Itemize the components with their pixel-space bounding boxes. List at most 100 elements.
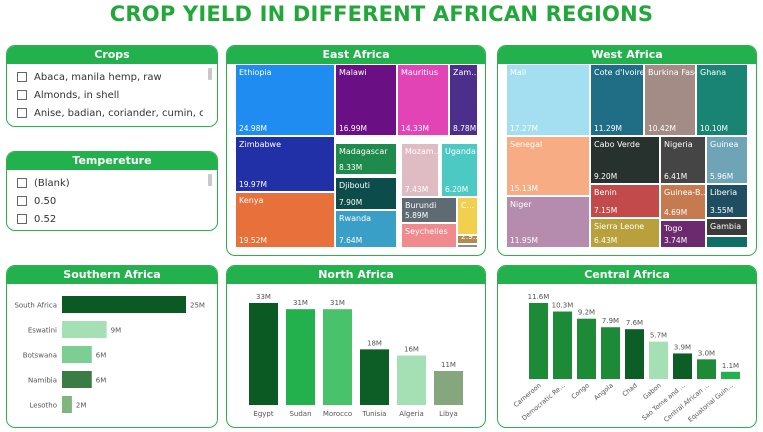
slicer-option[interactable]: Abaca, manila hemp, raw [17, 68, 203, 86]
central-africa-title: Central Africa [498, 266, 756, 284]
treemap-cell[interactable]: Ghana 10.10M [696, 64, 748, 136]
treemap-cell[interactable]: Benin 7.15M [590, 184, 660, 218]
treemap-cell[interactable]: Mali 17.27M [506, 64, 590, 136]
treemap-cell[interactable]: Malawi 16.99M [335, 64, 397, 136]
treemap-cell[interactable]: Zam... 8.78M [449, 64, 478, 136]
slicer-option-label: Abaca, manila hemp, raw [34, 71, 162, 83]
bar-category-label: Chad [621, 381, 639, 398]
treemap-cell[interactable]: Mozam... 7.43M [401, 143, 439, 197]
bar-category-label: Tunisia [362, 410, 387, 418]
slicer-option[interactable]: 0.52 [17, 210, 203, 228]
treemap-cell[interactable] [706, 236, 748, 248]
bar-value-label: 5.7M [650, 332, 667, 340]
slicer-option[interactable]: 0.50 [17, 192, 203, 210]
treemap-cell[interactable]: Liberia 3.55M [706, 184, 748, 218]
treemap-cell[interactable]: Cote d'Ivoire 11.29M [590, 64, 644, 136]
treemap-cell[interactable]: Djibouti 7.90M [335, 177, 397, 210]
temperature-slicer-title: Tempereture [7, 152, 217, 170]
treemap-cell[interactable]: C... [457, 197, 478, 235]
treemap-cell[interactable] [457, 244, 478, 248]
treemap-cell-value: 19.52M [239, 236, 267, 245]
treemap-cell[interactable]: Ethiopia 24.98M [235, 64, 335, 136]
bar [529, 303, 548, 379]
treemap-cell[interactable]: Senegal 15.13M [506, 136, 590, 196]
treemap-cell-label: Djibouti [339, 181, 371, 190]
bar-value-label: 11M [441, 361, 456, 369]
treemap-cell-value: 8.33M [339, 163, 363, 172]
treemap-cell[interactable]: Guinea 5.96M [706, 136, 748, 184]
checkbox[interactable] [17, 214, 27, 224]
treemap-cell[interactable]: Burundi 5.89M [401, 197, 457, 223]
treemap-cell[interactable]: Nigeria 6.41M [660, 136, 706, 184]
bar-category-label: Morocco [323, 410, 352, 418]
treemap-cell[interactable]: Togo 3.74M [660, 220, 706, 248]
crops-scrollbar[interactable] [208, 68, 212, 80]
bar-category-label: Egypt [253, 410, 273, 418]
bar-category-label: South Africa [14, 302, 57, 310]
slicer-option-label: Almonds, in shell [34, 89, 120, 101]
bar-value-label: 31M [293, 299, 308, 307]
bar-category-label: Namibia [28, 377, 57, 385]
treemap-cell-label: Uganda [445, 147, 476, 156]
treemap-cell-label: Burkina Faso [648, 68, 696, 77]
north-africa-card: North Africa 33M Egypt 31M Sudan 31M Morocco 1… [226, 265, 486, 428]
treemap-cell-value: 8.78M [453, 124, 477, 133]
treemap-cell-value: 15.13M [510, 184, 538, 193]
treemap-cell-label: Malawi [339, 68, 367, 77]
bar-category-label: Libya [439, 410, 458, 418]
bar-value-label: 3.0M [698, 349, 715, 357]
treemap-cell[interactable]: Guinea-B... 4.69M [660, 184, 706, 220]
treemap-cell[interactable]: Uganda 6.20M [441, 143, 478, 197]
treemap-cell-value: 7.43M [405, 185, 429, 194]
bar-value-label: 31M [330, 299, 345, 307]
west-africa-title: West Africa [498, 46, 756, 64]
treemap-cell[interactable]: Niger 11.95M [506, 196, 590, 248]
bar [625, 329, 644, 379]
checkbox[interactable] [17, 108, 27, 118]
temperature-scrollbar[interactable] [208, 174, 212, 186]
checkbox[interactable] [17, 90, 27, 100]
bar-value-label: 1.1M [722, 362, 739, 370]
temperature-list: (Blank) 0.50 0.52 [17, 174, 203, 228]
bar-value-label: 10.3M [552, 302, 574, 310]
treemap-cell-value: 7.64M [339, 236, 363, 245]
bar [286, 309, 315, 405]
treemap-cell-label: Seychelles [405, 227, 448, 236]
bar [673, 353, 692, 379]
treemap-cell[interactable]: 2.9... [457, 235, 478, 244]
slicer-option[interactable]: Almonds, in shell [17, 86, 203, 104]
slicer-option[interactable]: (Blank) [17, 174, 203, 192]
treemap-cell[interactable]: Seychelles [401, 223, 457, 248]
crops-slicer: Crops Abaca, manila hemp, raw Almonds, in… [6, 45, 218, 127]
bar [397, 355, 426, 405]
treemap-cell[interactable]: Mauritius 14.33M [397, 64, 449, 136]
checkbox[interactable] [17, 178, 27, 188]
treemap-cell-value: 5.89M [405, 211, 429, 220]
slicer-option[interactable]: Anise, badian, coriander, cumin, caraway… [17, 104, 203, 122]
treemap-cell[interactable]: Gambia [706, 218, 748, 236]
treemap-cell-value: 11.95M [510, 236, 538, 245]
treemap-cell-label: Nigeria [664, 140, 693, 149]
treemap-cell[interactable]: Rwanda 7.64M [335, 210, 397, 248]
treemap-cell[interactable]: Zimbabwe 19.97M [235, 136, 335, 192]
treemap-cell-label: Togo [664, 224, 683, 233]
treemap-cell[interactable]: Burkina Faso 10.42M [644, 64, 696, 136]
bar-value-label: 3.9M [674, 343, 691, 351]
treemap-cell[interactable]: Sierra Leone 6.43M [590, 218, 660, 248]
treemap-cell[interactable]: Madagascar 8.33M [335, 143, 397, 175]
treemap-cell[interactable]: Kenya 19.52M [235, 192, 335, 248]
treemap-cell-value: 11.29M [594, 124, 622, 133]
bar [577, 318, 596, 379]
treemap-cell-value: 5.96M [710, 172, 734, 181]
bar-category-label: Gabon [641, 381, 662, 401]
treemap-cell[interactable]: Cabo Verde 9.20M [590, 136, 660, 184]
bar-value-label: 25M [190, 302, 205, 310]
slicer-option-label: Anise, badian, coriander, cumin, caraway… [34, 107, 203, 119]
bar-value-label: 9M [111, 327, 122, 335]
bar-value-label: 33M [256, 293, 271, 301]
checkbox[interactable] [17, 196, 27, 206]
bar-value-label: 11.6M [528, 293, 550, 301]
treemap-cell-label: Rwanda [339, 214, 372, 223]
checkbox[interactable] [17, 72, 27, 82]
west-africa-card: West Africa Mali 17.27M Cote d'Ivoire 11.29… [497, 45, 757, 256]
